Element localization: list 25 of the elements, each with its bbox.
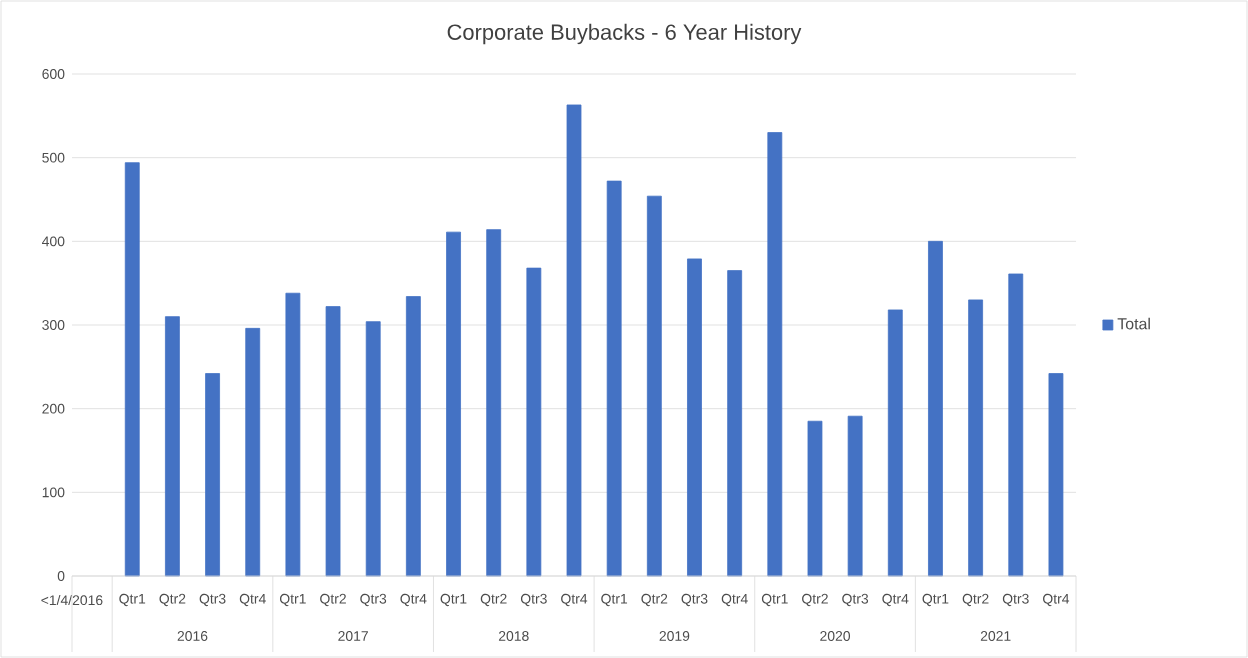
bar [526,267,542,577]
bar [325,306,341,577]
bar [245,327,261,577]
bar [687,258,702,577]
bar [486,229,502,577]
bar [1048,373,1064,577]
bar [446,231,461,577]
bar [606,180,622,577]
bar [1008,273,1024,577]
bar [727,270,743,577]
bar [847,415,863,577]
bar [405,296,421,577]
bar [887,309,903,577]
chart-title: Corporate Buybacks - 6 Year History [447,23,802,45]
bar [285,292,301,577]
bar [807,420,823,577]
bar [566,104,582,577]
bar [968,299,984,577]
bar [165,316,180,577]
bar [124,162,140,577]
bar [928,240,943,577]
bar [365,321,381,577]
bar [205,373,220,577]
bar [646,195,662,577]
bar [767,132,783,577]
